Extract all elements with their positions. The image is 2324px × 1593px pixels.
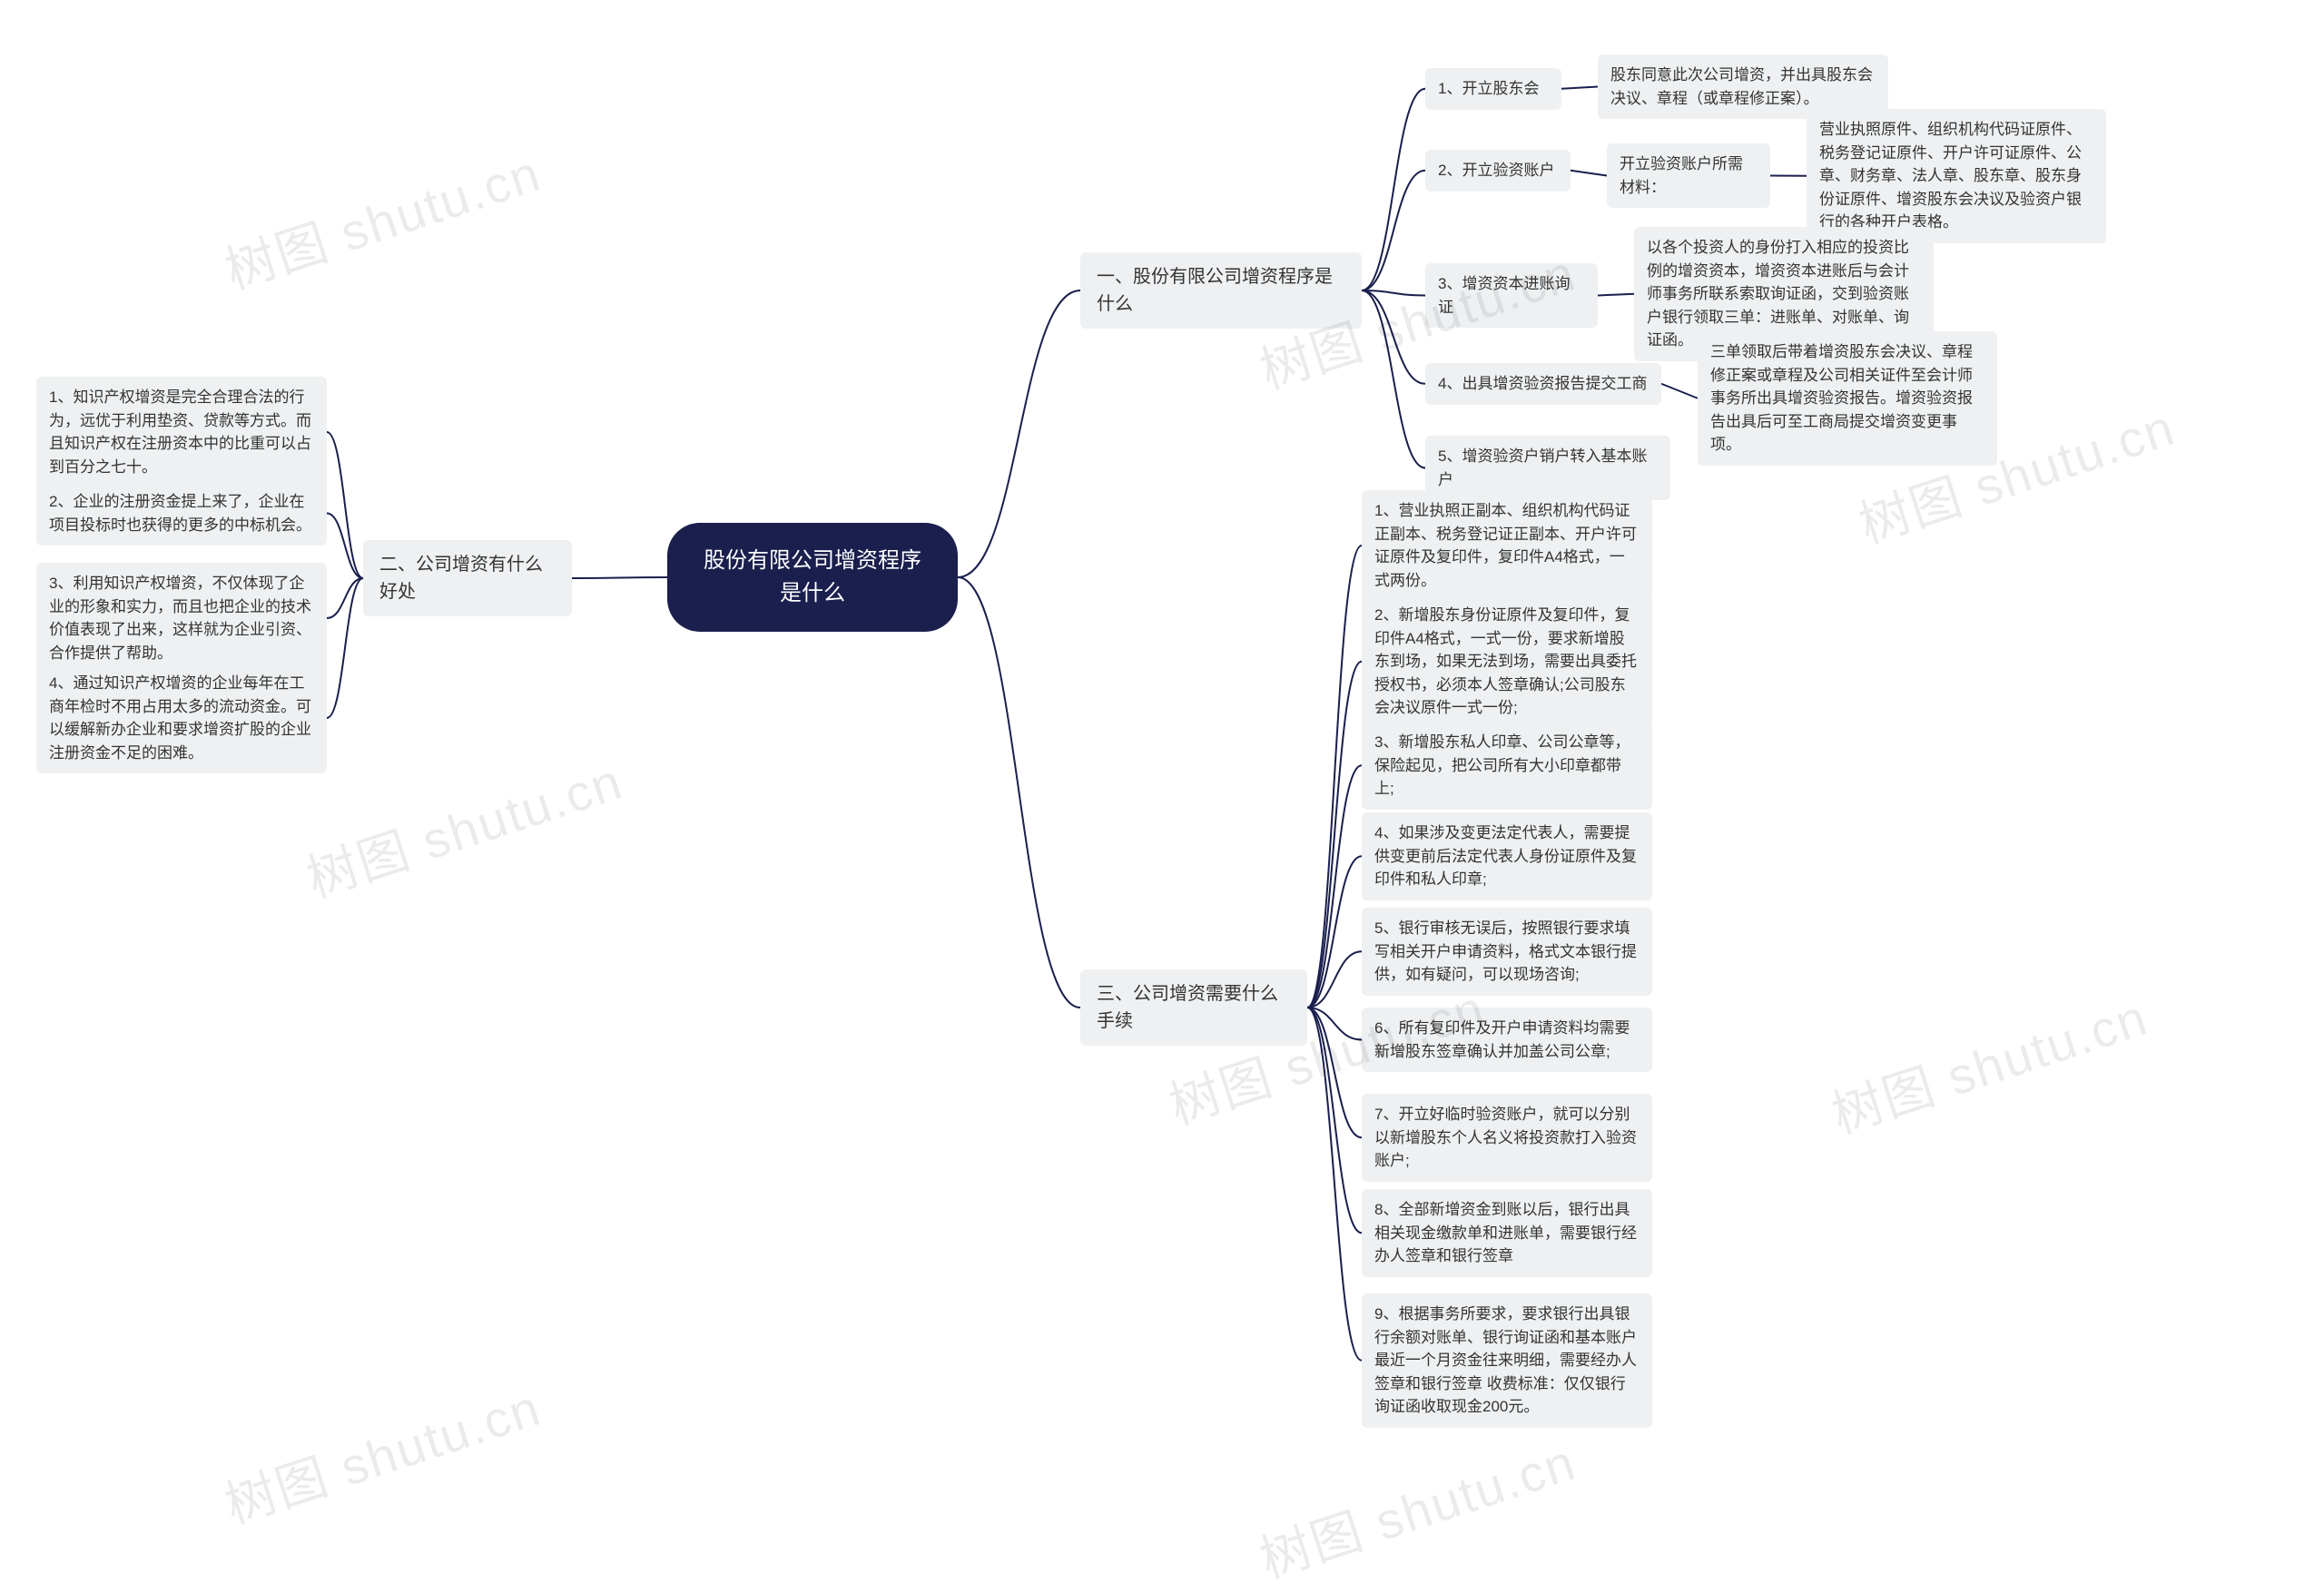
branch-3-child-2: 2、新增股东身份证原件及复印件，复印件A4格式，一式一份，要求新增股东到场，如果… xyxy=(1362,595,1652,729)
watermark: 树图 shutu.cn xyxy=(296,741,631,912)
branch-2-child-1: 1、知识产权增资是完全合理合法的行为，远优于利用垫资、贷款等方式。而且知识产权在… xyxy=(36,377,327,487)
branch-1-child-2-detail-sub: 营业执照原件、组织机构代码证原件、税务登记证原件、开户许可证原件、公章、财务章、… xyxy=(1807,109,2106,243)
branch-2-child-4: 4、通过知识产权增资的企业每年在工商年检时不用占用太多的流动资金。可以缓解新办企… xyxy=(36,663,327,773)
branch-1: 一、股份有限公司增资程序是什么 xyxy=(1080,252,1362,329)
branch-1-child-4-detail: 三单领取后带着增资股东会决议、章程修正案或章程及公司相关证件至会计师事务所出具增… xyxy=(1698,331,1997,466)
branch-1-child-4: 4、出具增资验资报告提交工商 xyxy=(1425,363,1661,405)
branch-3-child-3: 3、新增股东私人印章、公司公章等，保险起见，把公司所有大小印章都带上; xyxy=(1362,722,1652,810)
branch-1-child-2: 2、开立验资账户 xyxy=(1425,150,1571,192)
branch-3-child-9: 9、根据事务所要求，要求银行出具银行余额对账单、银行询证函和基本账户最近一个月资… xyxy=(1362,1293,1652,1428)
branch-3-child-1: 1、营业执照正副本、组织机构代码证正副本、税务登记证正副本、开户许可证原件及复印… xyxy=(1362,490,1652,601)
branch-3-child-8: 8、全部新增资金到账以后，银行出具相关现金缴款单和进账单，需要银行经办人签章和银… xyxy=(1362,1189,1652,1277)
watermark: 树图 shutu.cn xyxy=(1249,1421,1584,1593)
branch-1-child-1: 1、开立股东会 xyxy=(1425,68,1561,110)
branch-2: 二、公司增资有什么好处 xyxy=(363,540,572,616)
branch-3-child-5: 5、银行审核无误后，按照银行要求填写相关开户申请资料，格式文本银行提供，如有疑问… xyxy=(1362,908,1652,996)
branch-3-child-4: 4、如果涉及变更法定代表人，需要提供变更前后法定代表人身份证原件及复印件和私人印… xyxy=(1362,812,1652,900)
watermark: 树图 shutu.cn xyxy=(214,133,549,304)
watermark: 树图 shutu.cn xyxy=(214,1367,549,1539)
branch-3-child-6: 6、所有复印件及开户申请资料均需要新增股东签章确认并加盖公司公章; xyxy=(1362,1008,1652,1072)
branch-2-child-3: 3、利用知识产权增资，不仅体现了企业的形象和实力，而且也把企业的技术价值表现了出… xyxy=(36,563,327,674)
root-node: 股份有限公司增资程序是什么 xyxy=(667,523,958,632)
branch-3: 三、公司增资需要什么手续 xyxy=(1080,969,1307,1046)
branch-1-child-2-detail: 开立验资账户所需材料： xyxy=(1607,143,1770,208)
branch-1-child-3: 3、增资资本进账询证 xyxy=(1425,263,1598,328)
watermark: 树图 shutu.cn xyxy=(1821,977,2156,1148)
branch-2-child-2: 2、企业的注册资金提上来了，企业在项目投标时也获得的更多的中标机会。 xyxy=(36,481,327,546)
branch-3-child-7: 7、开立好临时验资账户，就可以分别以新增股东个人名义将投资款打入验资账户; xyxy=(1362,1094,1652,1182)
